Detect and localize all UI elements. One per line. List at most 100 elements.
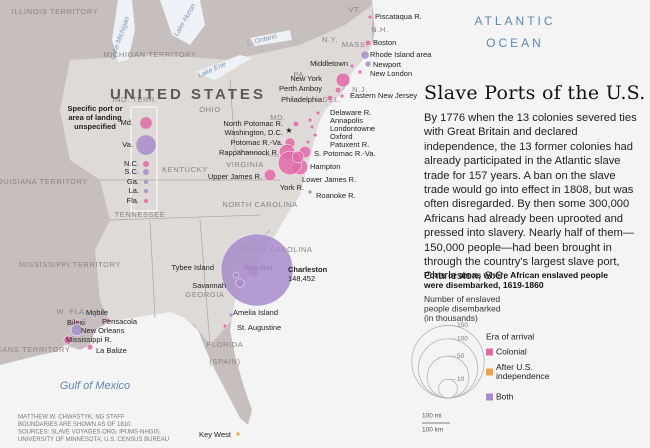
port-bubble [263,168,277,182]
port-label: North Potomac R. [223,119,283,128]
lake-shape [195,55,252,80]
border [109,214,261,221]
lake-shape [160,0,205,45]
port-label: Eastern New Jersey [350,91,417,100]
region-label: NORTH CAROLINA [222,200,297,209]
port-label: New Orleans [81,326,125,335]
region-label: W. FLA. [57,307,88,316]
port-bubble [86,343,94,351]
port-label: Roanoke R. [316,191,356,200]
port-bubble [334,86,342,94]
border [229,79,301,161]
legend-heading: Ports or areas where African enslaved pe… [423,270,608,290]
region-label: MASS. [342,40,368,49]
unspecified-label: Ga. [127,177,139,186]
port-label: Middletown [310,59,348,68]
port-value-label: 148,452 [288,274,315,283]
port-bubble [63,335,73,345]
ocean-label: Gulf of Mexico [60,380,130,392]
size-legend-label: 50 [457,353,465,360]
region-label: TENNESSEE [115,210,166,219]
region-label: MICHIGAN TERRITORY [103,50,196,59]
port-label: La Balize [96,346,127,355]
port-label: Charleston [288,265,328,274]
port-label: Annapolis [330,116,363,125]
port-bubble [235,278,245,288]
region-label: MISSISSIPPI TERRITORY [19,260,121,269]
region-label: LOUISIANA TERRITORY [0,177,88,186]
region-label: N.H. [371,25,388,34]
country-label: UNITED STATES [110,86,266,103]
era-swatch [486,348,493,356]
intro: By 1776 when the 13 colonies severed tie… [424,112,637,283]
size-legend-label: 150 [457,322,468,329]
port-bubble [367,14,373,20]
era-label: Colonial [496,346,527,356]
era-swatch [486,368,493,376]
port-label: Mobile [86,308,108,317]
unspecified-title: Specific port or area of landing unspecifi… [67,104,122,131]
region-label: VT. [349,5,362,14]
port-label: Londontowne [330,124,375,133]
scale-label: 100 mi [422,413,442,420]
port-label: Upper James R. [208,172,262,181]
ocean-label: ATLANTIC [474,14,555,28]
title: Slave Ports of the U.S. [424,82,646,104]
region-label: KENTUCKY [162,165,208,174]
size-legend-label: 10 [457,376,465,383]
era-title: Era of arrival [486,331,534,341]
port-label: Patuxent R. [330,140,369,149]
credit-line: SOURCES: SLAVE VOYAGES.ORG; IPUMS-NHGIS, [18,430,161,436]
region-label: N.J. [352,85,368,94]
port-label: Pensacola [102,317,138,326]
port-label: Savannah [192,281,226,290]
unspecified-bubble [143,198,149,204]
size-legend-label: 100 [457,336,468,343]
port-label: Perth Amboy [279,84,322,93]
scale-label: 100 km [422,427,443,434]
port-label: St. Augustine [237,323,281,332]
size-title: Number of enslaved people disembarked (in … [424,294,501,323]
port-bubble [220,233,294,307]
port-bubble [235,431,241,437]
port-label: Rappahannock R. [219,148,279,157]
credit-line: BOUNDARIES ARE SHOWN AS OF 1810. [18,422,132,428]
states-area [60,5,372,345]
port-label: Delaware R. [330,108,371,117]
region-label: ORLEANS TERRITORY [0,345,71,354]
port-bubble [360,50,370,60]
port-label: S. Potomac R.-Va. [314,149,376,158]
port-bubble [339,93,345,99]
era-label: Both [496,391,514,401]
region-label: GEORGIA [185,290,224,299]
port-label: Potomac R.-Va. [231,138,283,147]
port-label: Philadelphia [281,95,323,104]
unspecified-bubble [140,117,152,129]
port-label: York R. [280,183,304,192]
border [199,219,211,346]
region-label: ILLINOIS TERRITORY [12,7,99,16]
region-label: MD. [270,113,286,122]
port-label: Biloxi [67,318,85,327]
port-bubble [305,139,311,145]
port-bubble [326,94,334,102]
port-bubble [70,323,84,337]
port-label: New London [370,69,412,78]
port-label: Hampton [310,162,340,171]
port-label: Lower James R. [302,175,356,184]
port-label: Boston [373,38,396,47]
region-label: IND. TERR. [112,95,157,104]
unspecified-bubble [143,179,149,185]
unspecified-bubble [143,188,149,194]
region-label: N.Y. [322,35,338,44]
port-bubble [291,150,305,164]
credit-line: MATTHEW W. CHWASTYK, NG STAFF [18,415,125,421]
region-label: OHIO [199,105,221,114]
port-bubble [335,72,351,88]
port-label: Oxford [330,132,353,141]
port-bubble [309,124,315,130]
unspecified-label: Fla. [126,196,139,205]
